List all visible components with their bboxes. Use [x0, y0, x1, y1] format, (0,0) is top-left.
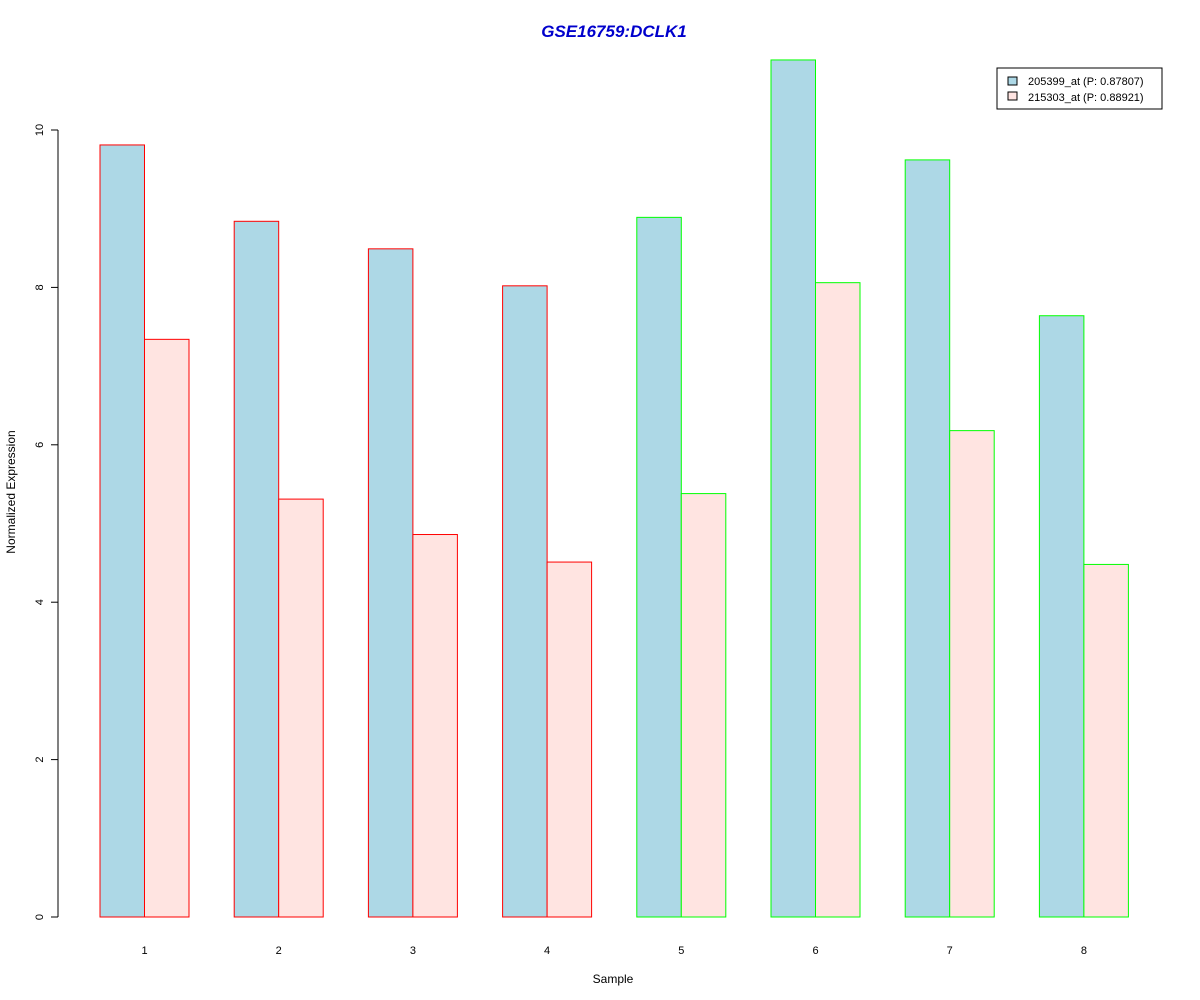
bar-sample-7-series-1 — [904, 159, 951, 918]
bar-sample-6-series-1 — [770, 59, 816, 918]
y-ticks: 0 2 4 6 8 10 — [34, 124, 58, 920]
y-tick-label: 4 — [34, 599, 46, 605]
y-tick-label: 6 — [34, 442, 46, 448]
bar-sample-3-series-2 — [412, 534, 458, 918]
x-tick-label: 8 — [1081, 945, 1087, 957]
legend-label-215303: 215303_at (P: 0.88921) — [1028, 92, 1144, 104]
y-tick-label: 2 — [34, 757, 46, 763]
x-tick-label: 7 — [947, 945, 953, 957]
y-tick-label: 10 — [34, 124, 46, 136]
bars — [99, 59, 1129, 918]
legend-swatch-205399 — [1007, 76, 1018, 86]
bar-sample-1-series-2 — [144, 338, 190, 918]
bar-sample-7-series-2 — [949, 430, 995, 918]
y-axis-label: Normalized Expression — [4, 430, 18, 553]
bar-sample-1-series-1 — [99, 144, 145, 918]
chart-title: GSE16759:DCLK1 — [541, 22, 687, 41]
x-tick-label: 3 — [410, 945, 416, 957]
bar-sample-2-series-1 — [233, 220, 280, 918]
x-tick-labels: 1 2 3 4 5 6 7 8 — [141, 945, 1087, 957]
legend-swatch-215303 — [1007, 91, 1018, 101]
bar-sample-8-series-2 — [1083, 563, 1129, 918]
bar-sample-2-series-2 — [278, 498, 324, 918]
x-tick-label: 1 — [141, 945, 147, 957]
x-axis-label: Sample — [593, 972, 634, 986]
legend: 205399_at (P: 0.87807) 215303_at (P: 0.8… — [996, 67, 1163, 110]
bar-sample-3-series-1 — [367, 248, 414, 918]
y-tick-label: 8 — [34, 284, 46, 290]
bar-sample-6-series-2 — [815, 282, 861, 918]
bar-sample-5-series-2 — [680, 493, 727, 918]
bar-sample-4-series-1 — [502, 285, 548, 918]
y-tick-label: 0 — [34, 914, 46, 920]
x-tick-label: 2 — [276, 945, 282, 957]
bar-sample-8-series-1 — [1038, 315, 1085, 918]
bar-sample-4-series-2 — [546, 561, 593, 918]
legend-label-205399: 205399_at (P: 0.87807) — [1028, 76, 1144, 88]
bar-sample-5-series-1 — [636, 216, 682, 918]
x-tick-label: 4 — [544, 945, 550, 957]
x-tick-label: 6 — [812, 945, 818, 957]
x-tick-label: 5 — [678, 945, 684, 957]
legend-box — [996, 67, 1163, 110]
